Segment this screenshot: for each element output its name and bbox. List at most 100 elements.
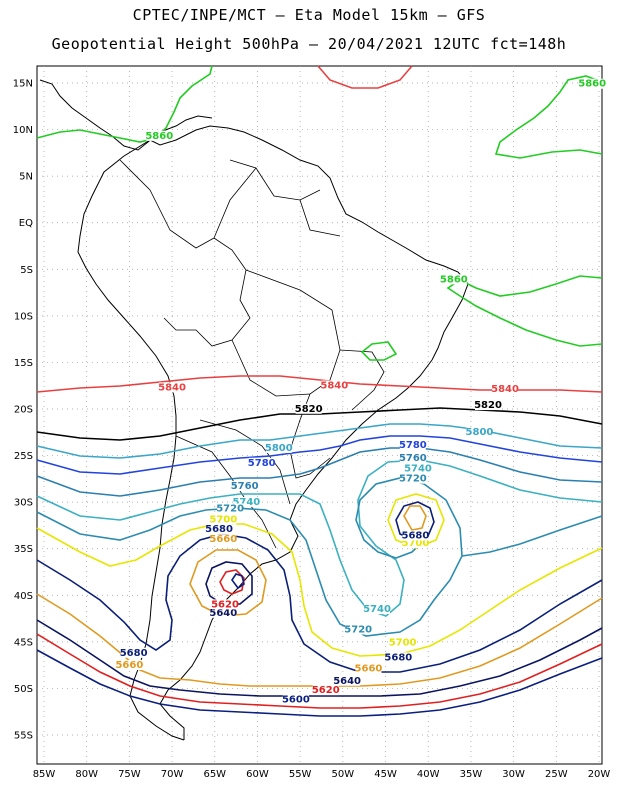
lat-tick-label: 5S bbox=[20, 265, 33, 276]
contour-label: 5680 bbox=[205, 524, 233, 535]
contour-label: 5700 bbox=[402, 538, 430, 549]
contour-label-bg bbox=[210, 514, 237, 525]
contour-label: 5800 bbox=[466, 427, 494, 438]
contour-label-bg bbox=[265, 442, 292, 453]
contour-label: 5680 bbox=[120, 648, 148, 659]
contour-5600 bbox=[36, 649, 603, 717]
contour-label: 5820 bbox=[474, 400, 502, 411]
contour-label: 5800 bbox=[265, 443, 293, 454]
lat-tick-label: 5N bbox=[19, 172, 33, 183]
contour-label-bg bbox=[210, 607, 237, 618]
contour-5660-east-inner bbox=[403, 505, 427, 531]
contour-label-bg bbox=[364, 604, 390, 615]
contour-5820 bbox=[36, 407, 603, 441]
contour-label-bg bbox=[159, 382, 186, 393]
contour-label: 5860 bbox=[578, 79, 606, 90]
lat-tick-label: 25S bbox=[14, 451, 33, 462]
contour-5800 bbox=[36, 423, 603, 459]
lat-tick-label: 45S bbox=[14, 637, 33, 648]
axis-labels: 15N 10N 5N EQ 5S 10S 15S 20S 25S 30S 35S 40S 45S 50S 5… bbox=[13, 79, 611, 781]
lat-tick-label: EQ bbox=[19, 218, 33, 229]
contour-label-bg bbox=[146, 130, 173, 141]
contour-label-bg bbox=[389, 637, 416, 648]
contour-label: 5780 bbox=[399, 440, 427, 451]
contour-label-bg bbox=[248, 457, 275, 468]
lat-tick-label: 20S bbox=[14, 405, 33, 416]
contour-label: 5820 bbox=[295, 404, 323, 415]
lat-tick-label: 50S bbox=[14, 684, 33, 695]
contour-label-bg bbox=[402, 537, 429, 548]
lon-tick-label: 85W bbox=[33, 769, 56, 780]
contour-5720 bbox=[36, 477, 603, 637]
contour-5600-inner bbox=[231, 573, 245, 590]
map-frame bbox=[36, 65, 603, 765]
lon-tick-label: 25W bbox=[545, 769, 568, 780]
lon-tick-label: 20W bbox=[588, 769, 611, 780]
contour-label: 5620 bbox=[312, 685, 340, 696]
contour-label-bg bbox=[440, 274, 467, 285]
contour-label-bg bbox=[212, 599, 239, 610]
contour-label: 5720 bbox=[344, 625, 372, 636]
lat-tick-label: 55S bbox=[14, 731, 33, 742]
lon-tick-label: 55W bbox=[289, 769, 312, 780]
contour-label: 5740 bbox=[363, 604, 391, 615]
lon-tick-label: 45W bbox=[374, 769, 397, 780]
contour-label: 5760 bbox=[399, 453, 427, 464]
lat-tick-label: 40S bbox=[14, 591, 33, 602]
contour-label-bg bbox=[334, 675, 361, 686]
contour-label: 5680 bbox=[384, 652, 412, 663]
contour-label: 5640 bbox=[333, 676, 361, 687]
lon-tick-label: 80W bbox=[75, 769, 98, 780]
contour-label-bg bbox=[116, 659, 143, 670]
contour-5700 bbox=[36, 523, 603, 657]
contour-5680 bbox=[36, 533, 603, 673]
contour-label-bg bbox=[345, 624, 372, 635]
lon-tick-label: 75W bbox=[118, 769, 141, 780]
contour-label: 5700 bbox=[209, 515, 237, 526]
lon-tick-label: 65W bbox=[203, 769, 226, 780]
contour-label: 5720 bbox=[399, 474, 427, 485]
contour-label: 5740 bbox=[404, 463, 432, 474]
contour-label: 5620 bbox=[211, 599, 239, 610]
contour-label: 5760 bbox=[231, 481, 259, 492]
contour-label-bg bbox=[404, 463, 431, 474]
chart-title-line2: Geopotential Height 500hPa – 20/04/2021 … bbox=[51, 35, 567, 53]
contour-5660 bbox=[36, 593, 603, 687]
contour-5780 bbox=[36, 435, 603, 475]
contour-label-bg bbox=[210, 534, 237, 545]
contour-label: 5740 bbox=[232, 497, 260, 508]
contour-label-bg bbox=[206, 523, 233, 534]
contour-label: 5700 bbox=[389, 638, 417, 649]
contour-5840-north bbox=[317, 65, 413, 89]
contour-label-bg bbox=[217, 503, 244, 514]
contour-label: 5600 bbox=[282, 694, 310, 705]
lat-tick-label: 30S bbox=[14, 498, 33, 509]
contour-5860-inner bbox=[360, 341, 398, 361]
lat-tick-label: 15N bbox=[13, 79, 33, 90]
contour-label: 5660 bbox=[355, 664, 383, 675]
lon-tick-label: 40W bbox=[417, 769, 440, 780]
lat-tick-label: 10N bbox=[13, 125, 33, 136]
contour-label-bg bbox=[321, 380, 348, 391]
contour-5860-northeast bbox=[494, 75, 603, 159]
contour-label-bg bbox=[492, 384, 519, 395]
lon-tick-label: 35W bbox=[460, 769, 483, 780]
caribbean-coast bbox=[149, 125, 469, 361]
contour-label: 5640 bbox=[209, 608, 237, 619]
contour-label-bg bbox=[475, 400, 501, 411]
contour-lines bbox=[36, 65, 603, 717]
contour-label-bg bbox=[385, 652, 412, 663]
contour-5860-east bbox=[446, 275, 603, 347]
contour-5740 bbox=[36, 459, 603, 617]
lon-tick-label: 70W bbox=[161, 769, 184, 780]
contour-label-bg bbox=[399, 473, 426, 484]
contour-label-bg bbox=[295, 403, 322, 414]
contour-label: 5840 bbox=[158, 382, 186, 393]
contour-label-bg bbox=[233, 496, 260, 507]
contour-label-bg bbox=[466, 427, 493, 438]
chart-title-line1: CPTEC/INPE/MCT – Eta Model 15km – GFS bbox=[132, 6, 486, 24]
contour-label: 5720 bbox=[216, 503, 244, 514]
contour-label: 5840 bbox=[491, 384, 519, 395]
lat-tick-label: 15S bbox=[14, 358, 33, 369]
